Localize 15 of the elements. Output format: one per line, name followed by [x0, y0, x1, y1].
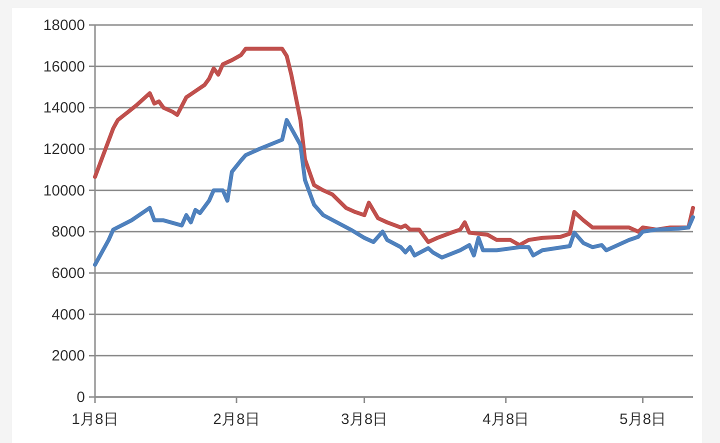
x-tick-label: 2月8日: [213, 411, 260, 428]
y-tick-label: 6000: [52, 265, 85, 282]
y-tick-label: 10000: [43, 182, 85, 200]
y-tick-label: 4000: [52, 306, 85, 324]
y-tick-label: 2000: [52, 348, 85, 365]
y-tick-label: 0: [76, 389, 85, 406]
y-tick-label: 8000: [52, 224, 85, 241]
y-tick-label: 12000: [43, 141, 85, 158]
x-tick-label: 3月8日: [340, 411, 388, 428]
y-tick-label: 16000: [43, 58, 85, 76]
y-tick-label: 18000: [43, 17, 85, 34]
x-tick-label: 5月8日: [619, 411, 666, 428]
y-tick-label: 14000: [43, 100, 85, 117]
x-tick-label: 1月8日: [72, 411, 118, 428]
x-tick-label: 4月8日: [482, 411, 530, 428]
